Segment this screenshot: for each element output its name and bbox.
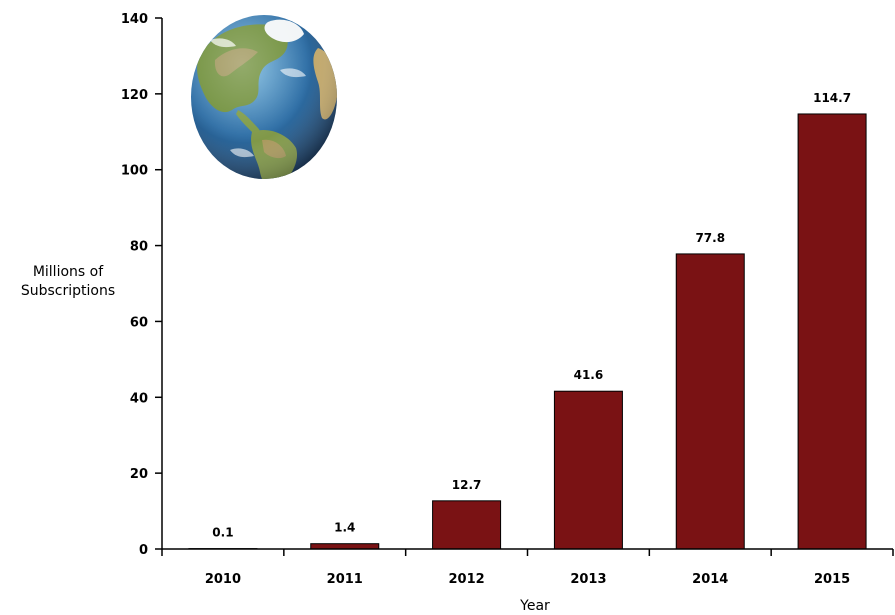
y-tick-label-100: 100 xyxy=(121,164,148,179)
data-label-2011: 1.4 xyxy=(334,521,355,535)
data-label-2012: 12.7 xyxy=(452,478,482,492)
bar-2013 xyxy=(553,390,623,550)
y-tick-label-0: 0 xyxy=(139,543,148,558)
data-label-2015: 114.7 xyxy=(813,91,851,105)
y-axis-title-line-2: Subscriptions xyxy=(21,283,115,299)
y-tick-label-60: 60 xyxy=(130,315,148,330)
y-tick-label-120: 120 xyxy=(121,88,148,103)
data-label-2014: 77.8 xyxy=(695,231,725,245)
x-tick-label-2010: 2010 xyxy=(205,572,241,587)
bar-2011 xyxy=(310,543,380,550)
y-tick-label-20: 20 xyxy=(130,467,148,482)
bar-2014 xyxy=(675,253,745,550)
y-tick-label-80: 80 xyxy=(130,240,148,255)
y-tick-label-140: 140 xyxy=(121,12,148,27)
bar-2015 xyxy=(797,113,867,550)
x-tick-label-2011: 2011 xyxy=(327,572,363,587)
data-label-2013: 41.6 xyxy=(574,368,604,382)
x-tick-label-2012: 2012 xyxy=(448,572,484,587)
globe-icon xyxy=(191,15,337,179)
x-tick-label-2015: 2015 xyxy=(814,572,850,587)
y-axis-title-line-1: Millions of xyxy=(33,264,104,280)
x-tick-label-2014: 2014 xyxy=(692,572,728,587)
x-tick-label-2013: 2013 xyxy=(570,572,606,587)
y-tick-label-40: 40 xyxy=(130,391,148,406)
x-axis-title: Year xyxy=(519,598,550,614)
data-label-2010: 0.1 xyxy=(212,526,233,540)
bar-2012 xyxy=(432,500,502,550)
